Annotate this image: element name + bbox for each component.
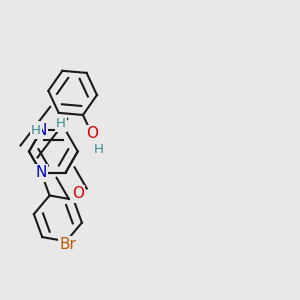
- Text: N: N: [35, 123, 47, 138]
- Text: O: O: [86, 126, 98, 141]
- Text: O: O: [72, 186, 84, 201]
- Text: H: H: [56, 117, 66, 130]
- Text: N: N: [35, 165, 47, 180]
- Text: H: H: [94, 143, 104, 156]
- Text: Br: Br: [59, 237, 76, 252]
- Text: H: H: [31, 124, 41, 137]
